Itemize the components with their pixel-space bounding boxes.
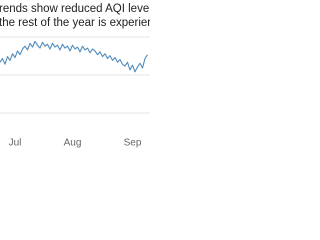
x-tick-label: Sep <box>124 138 142 149</box>
x-tick-label: Jul <box>9 138 22 149</box>
subtitle: the rest of the year is experiencing inc… <box>0 17 150 29</box>
x-tick-label: Aug <box>64 138 82 149</box>
chart: rends show reduced AQI levels in the sum… <box>0 3 150 149</box>
subtitle: rends show reduced AQI levels in the sum <box>0 3 150 15</box>
data-line <box>0 40 148 73</box>
page: rends show reduced AQI levels in the sum… <box>0 0 150 150</box>
